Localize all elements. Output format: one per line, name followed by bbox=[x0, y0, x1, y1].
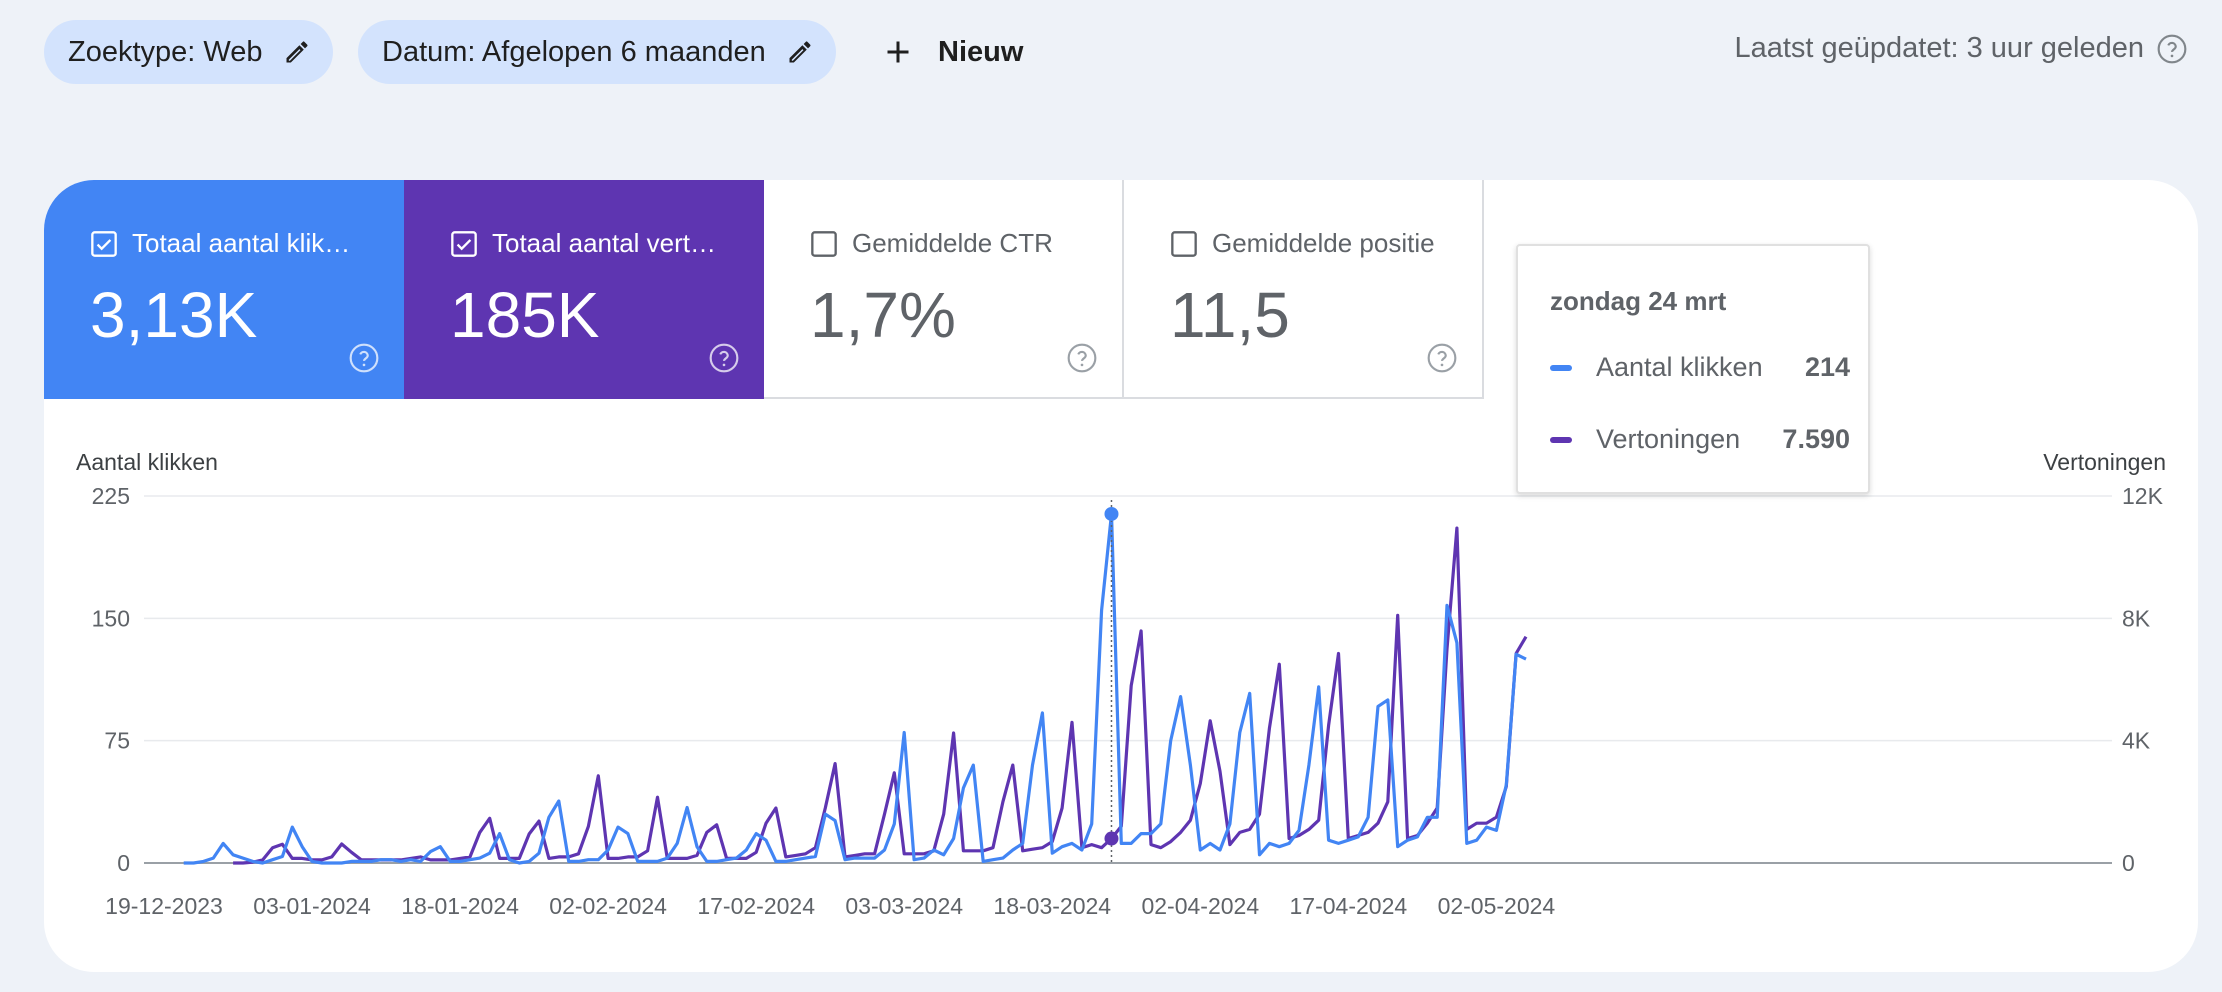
legend-dash bbox=[1550, 436, 1572, 443]
metric-average-ctr[interactable]: Gemiddelde CTR 1,7% bbox=[764, 180, 1124, 399]
metric-average-position[interactable]: Gemiddelde positie 11,5 bbox=[1124, 180, 1484, 399]
right-tick-label: 4K bbox=[2122, 728, 2151, 754]
date-chip[interactable]: Datum: Afgelopen 6 maanden bbox=[358, 20, 836, 84]
right-axis-title: Vertoningen bbox=[2043, 449, 2166, 475]
pencil-icon bbox=[789, 41, 811, 63]
left-tick-label: 225 bbox=[92, 483, 130, 509]
x-tick-label: 17-02-2024 bbox=[697, 893, 815, 919]
tooltip-row-clicks: Aantal klikken 214 bbox=[1550, 352, 1850, 383]
metric-value: 11,5 bbox=[1170, 279, 1290, 351]
x-tick-label: 18-01-2024 bbox=[401, 893, 519, 919]
x-tick-label: 02-05-2024 bbox=[1438, 893, 1556, 919]
checkbox-unchecked-icon[interactable] bbox=[1170, 230, 1198, 258]
legend-dash bbox=[1550, 364, 1572, 371]
metric-label: Gemiddelde positie bbox=[1212, 228, 1435, 258]
performance-chart[interactable]: Aantal klikken Vertoningen 225 12K 150 8K 75… bbox=[44, 180, 2198, 972]
tooltip-value: 214 bbox=[1804, 352, 1850, 382]
x-tick-label: 02-02-2024 bbox=[549, 893, 667, 919]
series-line-clicks bbox=[183, 512, 1527, 865]
date-chip-label: Datum: Afgelopen 6 maanden bbox=[382, 35, 766, 68]
hover-point-impressions bbox=[1104, 831, 1119, 846]
tooltip-label: Aantal klikken bbox=[1596, 352, 1763, 382]
x-tick-label: 17-04-2024 bbox=[1290, 893, 1408, 919]
left-tick-label: 150 bbox=[92, 605, 130, 631]
help-icon[interactable] bbox=[708, 342, 740, 374]
checkbox-checked-icon[interactable] bbox=[450, 230, 478, 258]
tooltip-label: Vertoningen bbox=[1596, 424, 1741, 454]
left-tick-label: 75 bbox=[104, 728, 130, 754]
right-tick-label: 0 bbox=[2122, 850, 2135, 876]
metric-value: 3,13K bbox=[90, 279, 258, 351]
pencil-icon bbox=[286, 41, 308, 63]
x-tick-label: 03-01-2024 bbox=[253, 893, 371, 919]
metric-label: Totaal aantal vert… bbox=[492, 228, 717, 258]
x-tick-label: 02-04-2024 bbox=[1141, 893, 1259, 919]
metric-total-impressions[interactable]: Totaal aantal vert… 185K bbox=[404, 180, 764, 399]
filter-bar: Zoektype: Web Datum: Afgelopen 6 maanden… bbox=[0, 0, 2222, 110]
help-icon[interactable] bbox=[1426, 342, 1458, 374]
plus-icon bbox=[887, 41, 909, 63]
series-line-impressions bbox=[233, 526, 1528, 865]
new-filter-label: Nieuw bbox=[938, 35, 1024, 68]
metric-value: 1,7% bbox=[810, 279, 956, 351]
checkbox-checked-icon[interactable] bbox=[90, 230, 118, 258]
right-tick-label: 12K bbox=[2122, 483, 2164, 509]
search-type-chip-label: Zoektype: Web bbox=[68, 35, 263, 68]
x-tick-label: 03-03-2024 bbox=[845, 893, 963, 919]
right-tick-label: 8K bbox=[2122, 605, 2151, 631]
hover-point-clicks bbox=[1104, 506, 1119, 521]
chart-tooltip: zondag 24 mrt Aantal klikken 214 Vertoni… bbox=[1516, 244, 1870, 494]
metric-total-clicks[interactable]: Totaal aantal klik… 3,13K bbox=[44, 180, 404, 399]
tooltip-date: zondag 24 mrt bbox=[1550, 286, 1727, 316]
x-tick-label: 18-03-2024 bbox=[993, 893, 1111, 919]
left-tick-label: 0 bbox=[117, 850, 130, 876]
tooltip-value: 7.590 bbox=[1782, 424, 1850, 454]
metric-label: Totaal aantal klik… bbox=[132, 228, 351, 258]
left-axis-title: Aantal klikken bbox=[76, 449, 218, 475]
performance-card: Totaal aantal klik… 3,13K Totaal aantal … bbox=[44, 180, 2198, 972]
search-type-chip[interactable]: Zoektype: Web bbox=[44, 20, 333, 84]
help-icon[interactable] bbox=[1066, 342, 1098, 374]
tooltip-row-impressions: Vertoningen 7.590 bbox=[1550, 424, 1850, 455]
last-updated-text: Laatst geüpdatet: 3 uur geleden bbox=[1734, 32, 2144, 64]
x-tick-label: 19-12-2023 bbox=[105, 893, 223, 919]
new-filter-button[interactable]: Nieuw bbox=[880, 20, 1023, 84]
metric-value: 185K bbox=[450, 279, 600, 351]
help-icon[interactable] bbox=[2156, 33, 2188, 65]
last-updated: Laatst geüpdatet: 3 uur geleden bbox=[1734, 32, 2188, 65]
checkbox-unchecked-icon[interactable] bbox=[810, 230, 838, 258]
metric-label: Gemiddelde CTR bbox=[852, 228, 1053, 258]
help-icon[interactable] bbox=[348, 342, 380, 374]
